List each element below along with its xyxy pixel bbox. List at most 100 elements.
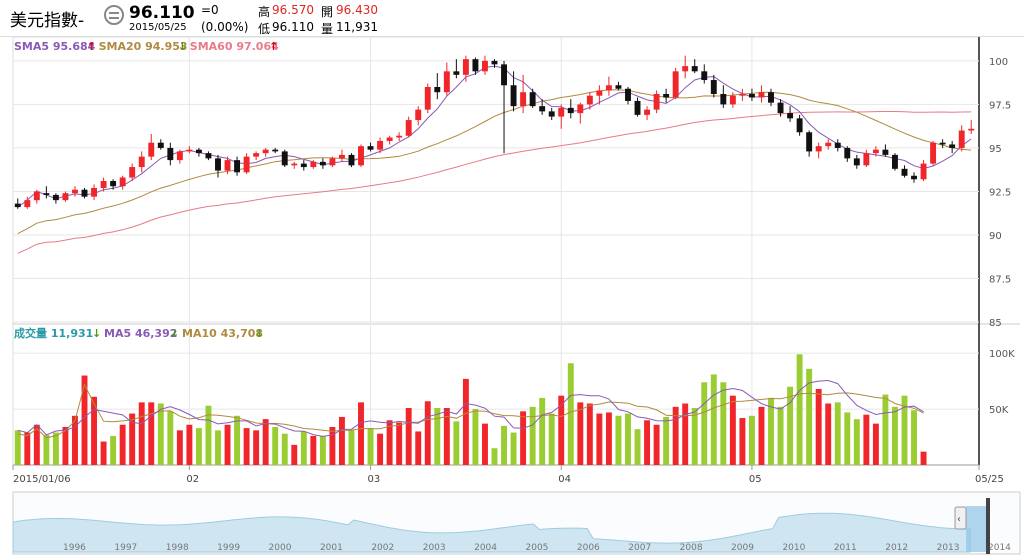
candle-body <box>834 142 841 148</box>
candle <box>243 153 250 175</box>
candle-body <box>377 140 384 150</box>
candle <box>882 144 889 157</box>
navigator-year-label: 1999 <box>217 543 240 553</box>
volume-bar <box>329 426 336 465</box>
candle <box>81 187 88 199</box>
navigator-year-label: 2002 <box>371 543 394 553</box>
candle-body <box>806 132 813 152</box>
volume-bar <box>596 413 603 465</box>
candle-body <box>224 160 231 171</box>
candle <box>615 81 622 91</box>
price-tick-label: 92.5 <box>989 187 1011 198</box>
candle <box>510 71 517 112</box>
candle <box>329 156 336 168</box>
candle <box>853 154 860 169</box>
candle <box>52 193 59 204</box>
candle <box>91 184 98 201</box>
candle-body <box>167 147 174 161</box>
candle <box>529 88 536 108</box>
volume-legend-arrow: ↓ <box>255 327 264 340</box>
candle <box>167 142 174 166</box>
volume-bar <box>14 430 21 465</box>
volume-bar <box>72 415 78 465</box>
candlestick-series <box>14 55 975 209</box>
candle-body <box>596 90 603 96</box>
candle <box>348 153 355 168</box>
candle <box>577 102 584 124</box>
candle <box>548 107 555 121</box>
volume-bar <box>253 430 260 465</box>
candle-body <box>558 107 565 117</box>
volume-tick-label: 50K <box>989 405 1009 416</box>
candle-body <box>110 181 117 187</box>
price-change: =0 <box>201 3 219 17</box>
candle-body <box>872 149 879 154</box>
volume-bar <box>453 421 460 465</box>
volume-bar <box>272 426 279 465</box>
volume-legend-text: 成交量 11,931 <box>14 326 93 340</box>
x-tick-label: 2015/01/06 <box>13 474 71 485</box>
candle-body <box>691 66 698 72</box>
navigator-year-label: 2010 <box>782 543 805 553</box>
candle-body <box>768 92 774 103</box>
candle <box>234 156 241 176</box>
candle-body <box>405 120 412 136</box>
candle <box>396 132 403 141</box>
volume-bar <box>882 394 889 465</box>
volume-bar <box>682 403 689 465</box>
candle <box>119 175 126 190</box>
price-legend-arrow: ↓ <box>178 40 187 53</box>
navigator-year-label: 2006 <box>577 543 600 553</box>
navigator-handle-icon[interactable]: ‹ <box>954 506 967 530</box>
candle-body <box>482 60 488 72</box>
handle-box <box>954 506 967 530</box>
menu-icon[interactable] <box>104 5 124 25</box>
volume-bar <box>758 406 765 465</box>
candle <box>768 88 774 107</box>
volume-ma-lines <box>17 379 924 439</box>
candle <box>24 196 31 209</box>
sma60-line <box>17 111 972 254</box>
volume-bar <box>195 428 202 465</box>
candle-body <box>24 200 31 208</box>
candle <box>834 139 841 152</box>
candle-body <box>176 151 183 161</box>
volume-legend-arrow: ↓ <box>170 327 179 340</box>
candle <box>653 90 660 114</box>
volume-bar <box>539 397 546 465</box>
volume-bar <box>634 429 641 465</box>
candle-body <box>234 160 241 173</box>
volume-bar <box>62 426 69 465</box>
candle <box>186 146 193 154</box>
candle-body <box>644 109 651 115</box>
candle-body <box>386 137 393 141</box>
volume-bar <box>491 448 498 465</box>
price-legend-text: SMA20 94.953 <box>99 40 188 53</box>
volume-bar <box>43 434 50 465</box>
candle <box>815 142 822 159</box>
navigator-year-label: 1997 <box>114 543 137 553</box>
candle-body <box>358 146 364 166</box>
price-change-pct: (0.00%) <box>201 20 249 34</box>
candle-body <box>882 149 889 155</box>
volume-bar <box>415 431 422 465</box>
volume-bar <box>367 428 374 465</box>
volume-bar <box>501 425 507 465</box>
candle-body <box>548 111 555 117</box>
volume-bar <box>558 395 565 465</box>
navigator-edge <box>986 498 990 554</box>
price-legend-text: SMA60 97.064 <box>190 40 279 53</box>
navigator-year-label: 2004 <box>474 543 497 553</box>
candle <box>253 151 260 161</box>
volume-bar <box>215 430 221 465</box>
candle-body <box>52 194 59 201</box>
candle <box>157 139 164 150</box>
volume-ma10-line <box>17 383 924 439</box>
candle <box>558 104 565 129</box>
volume-bar <box>615 415 622 465</box>
candle-body <box>91 187 98 197</box>
candle-body <box>453 71 460 75</box>
price-tick-label: 85 <box>989 318 1002 329</box>
candle-body <box>891 154 898 169</box>
